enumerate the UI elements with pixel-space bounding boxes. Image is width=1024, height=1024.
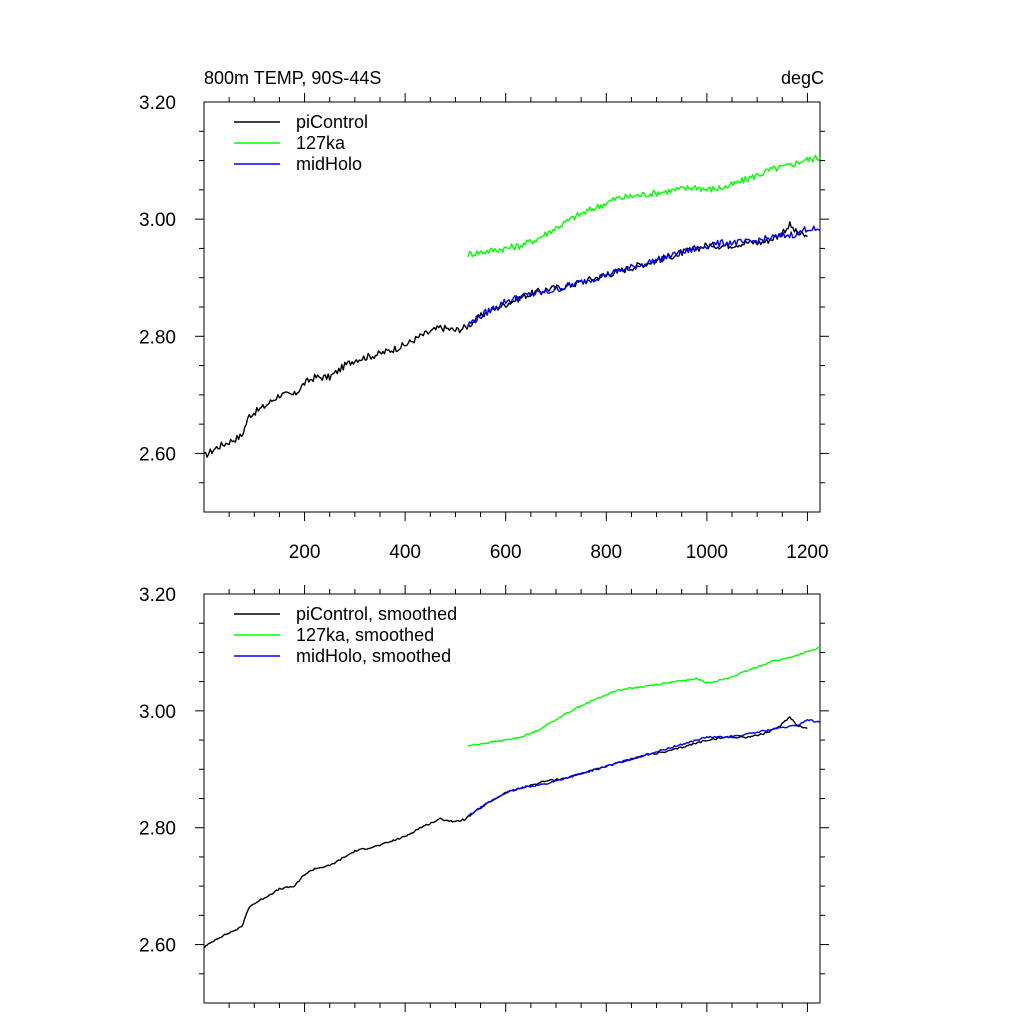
y-tick-label: 2.80: [139, 819, 176, 840]
x-tick-label: 600: [490, 542, 522, 563]
legend-label: piControl, smoothed: [296, 604, 457, 624]
series-line-127ka: [467, 154, 821, 258]
y-tick-label: 2.80: [139, 327, 176, 348]
legend-label: 127ka: [296, 133, 346, 153]
series-line-midholo: [467, 225, 821, 326]
y-tick-label: 3.20: [139, 585, 176, 606]
legend-label: midHolo, smoothed: [296, 646, 451, 666]
chart-title: 800m TEMP, 90S-44S: [204, 68, 381, 88]
chart-units: degC: [781, 68, 824, 88]
y-tick-label: 3.00: [139, 210, 176, 231]
x-tick-label: 400: [389, 542, 421, 563]
y-tick-label: 2.60: [139, 444, 176, 465]
plot-area: 200 400 600 800 1000 1200 2.60 2.80 3.00 3.20 piCo…: [139, 93, 829, 563]
y-tick-label: 2.60: [139, 936, 176, 957]
x-tick-label: 1200: [786, 542, 828, 563]
panel-bottom: 2.60 2.80 3.00 3.20 piControl, smoothed127ka…: [139, 585, 829, 1012]
x-tick-label: 1000: [686, 542, 728, 563]
legend-label: 127ka, smoothed: [296, 625, 434, 645]
plot-area-smoothed: 2.60 2.80 3.00 3.20 piControl, smoothed127ka…: [139, 585, 829, 1012]
y-tick-label: 3.20: [139, 93, 176, 114]
y-tick-label: 3.00: [139, 702, 176, 723]
legend-label: midHolo: [296, 154, 362, 174]
panel-top: 800m TEMP, 90S-44S degC 200 400 600 800 1000…: [139, 68, 829, 563]
series-line-127ka: [467, 646, 821, 747]
legend-label: piControl: [296, 112, 368, 132]
x-tick-label: 800: [590, 542, 622, 563]
series-line-midholo: [467, 718, 821, 817]
x-tick-label: 200: [289, 542, 321, 563]
